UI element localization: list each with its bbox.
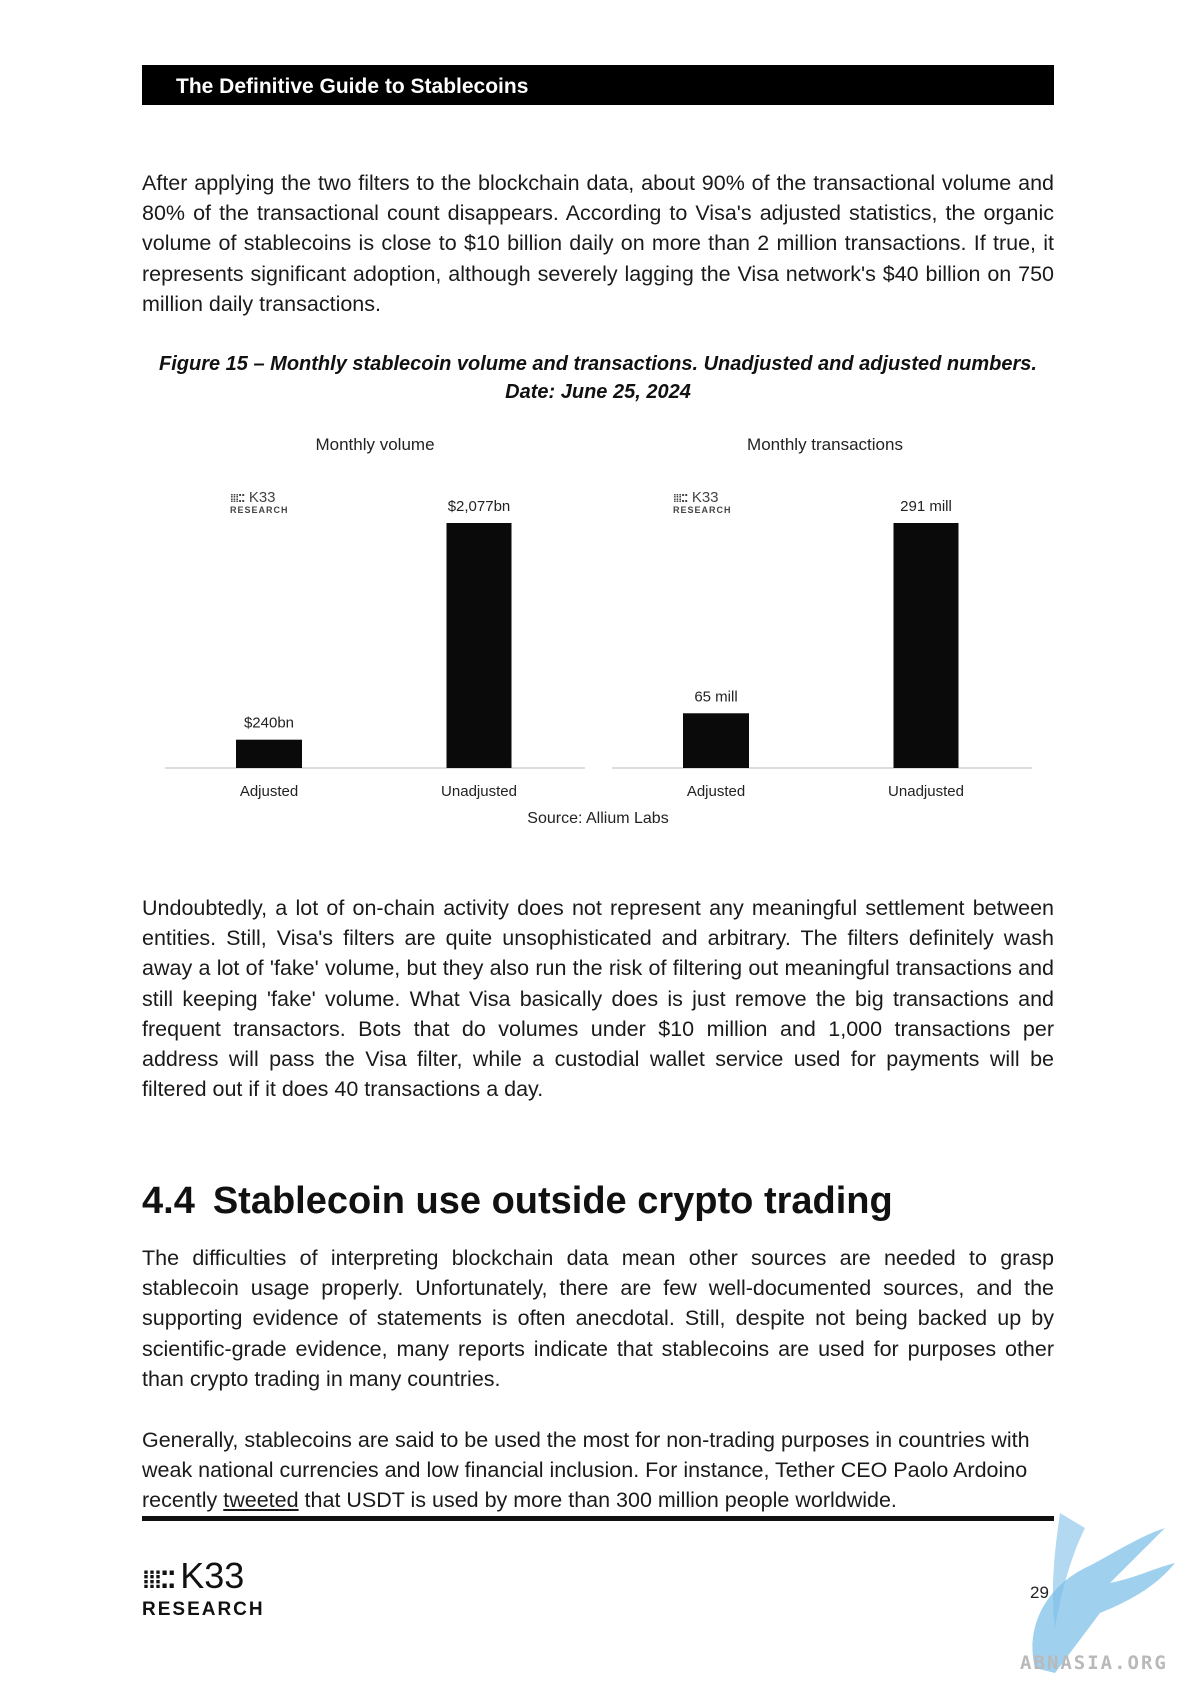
bar-charts: $240bn Adjusted $2,077bn Unadjusted 65 mill A…: [165, 498, 1032, 800]
k33-dots-icon: ⁞⁞⁞⁚⁚: [230, 493, 245, 505]
header-bar: The Definitive Guide to Stablecoins: [142, 65, 1054, 105]
data-label: $240bn: [244, 715, 294, 732]
category-label: Unadjusted: [888, 783, 964, 800]
chart-title-volume: Monthly volume: [315, 435, 435, 454]
k33-dots-icon: ⁞⁞⁞⁚⁚: [142, 1567, 176, 1594]
footer-divider: [142, 1516, 1054, 1521]
chart-k33-logo: ⁞⁞⁞⁚⁚ K33 RESEARCH: [230, 489, 289, 515]
paragraph-visa-filters: After applying the two filters to the bl…: [142, 171, 1054, 316]
figure-caption-date: Date: June 25, 2024: [505, 381, 691, 403]
bar-transactions-adjusted: [683, 713, 749, 768]
category-label: Adjusted: [687, 783, 745, 800]
paragraph-difficulties: The difficulties of interpreting blockch…: [142, 1246, 1054, 1391]
figure-source: Source: Allium Labs: [527, 810, 669, 827]
figure-caption: Figure 15 – Monthly stablecoin volume an…: [142, 350, 1054, 406]
tweeted-link[interactable]: tweeted: [223, 1488, 299, 1513]
chart-title-transactions: Monthly transactions: [747, 435, 903, 454]
data-label: $2,077bn: [448, 498, 511, 515]
category-label: Adjusted: [240, 783, 298, 800]
bar-transactions-unadjusted: [893, 523, 959, 768]
watermark-text: ABNASIA.ORG: [1020, 1652, 1168, 1674]
paragraph-usage-countries: Generally, stablecoins are said to be us…: [142, 1428, 1030, 1513]
data-label: 291 mill: [900, 498, 952, 515]
document-title: The Definitive Guide to Stablecoins: [176, 75, 529, 98]
bar-volume-unadjusted: [446, 523, 512, 768]
data-label: 65 mill: [694, 688, 737, 705]
figure-caption-line1: Figure 15 – Monthly stablecoin volume an…: [159, 353, 1037, 375]
chart-k33-logo: ⁞⁞⁞⁚⁚ K33 RESEARCH: [673, 489, 732, 515]
page-number: 29: [1030, 1583, 1049, 1602]
section-title: Stablecoin use outside crypto trading: [212, 1180, 893, 1222]
k33-dots-icon: ⁞⁞⁞⁚⁚: [673, 493, 688, 505]
footer-k33-logo: ⁞⁞⁞⁚⁚ K33 RESEARCH: [142, 1555, 265, 1620]
bird-watermark-icon: [1032, 1513, 1175, 1673]
category-label: Unadjusted: [441, 783, 517, 800]
section-heading: 4.4 Stablecoin use outside crypto trading: [142, 1180, 893, 1223]
section-number: 4.4: [142, 1180, 195, 1222]
paragraph-visa-critique: Undoubtedly, a lot of on-chain activity …: [142, 896, 1054, 1102]
bar-volume-adjusted: [236, 739, 302, 768]
